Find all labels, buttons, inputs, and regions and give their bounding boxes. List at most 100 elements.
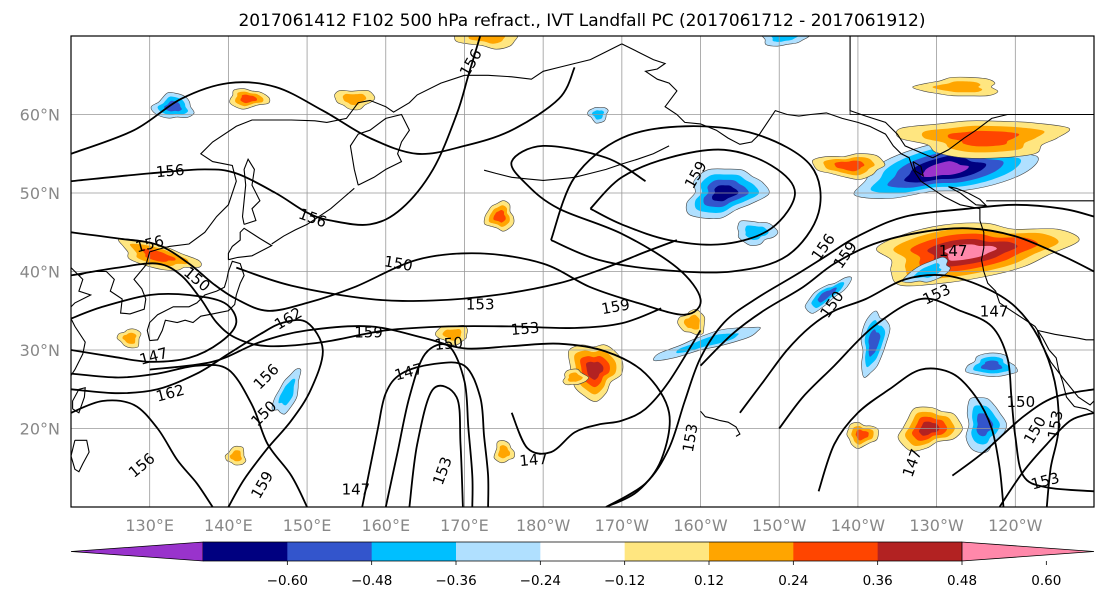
lat-tick-label: 60°N xyxy=(20,106,60,125)
lon-tick-label: 140°E xyxy=(204,516,253,535)
latitude-tick-labels: 20°N 30°N 40°N 50°N 60°N xyxy=(20,106,60,439)
shading-level xyxy=(817,287,837,303)
lon-tick-label: 180°W xyxy=(516,516,571,535)
negative-streak-northeast xyxy=(804,276,852,314)
colorbar-bin xyxy=(203,542,288,561)
contour-150-sw xyxy=(71,364,308,507)
shading-level xyxy=(834,160,865,172)
colorbar-bin xyxy=(709,542,794,561)
contour-153-se xyxy=(951,388,1094,477)
contour-147-mid-east xyxy=(510,329,702,455)
positive-anomaly-siberia xyxy=(229,88,271,110)
shading-level xyxy=(122,332,137,344)
shading-level xyxy=(947,130,1020,147)
colorbar-tick-label: 0.12 xyxy=(694,573,724,589)
colorbar-tick-label: 0.24 xyxy=(778,573,808,589)
contour-150-mid xyxy=(384,343,474,507)
negative-anomaly-gulf-of-alaska xyxy=(685,168,770,220)
positive-anomaly-gulf-east xyxy=(811,153,886,180)
lon-tick-label: 130°E xyxy=(125,516,174,535)
contour-159-east xyxy=(605,203,1094,507)
colorbar-tick-label: −0.12 xyxy=(604,573,645,589)
lat-tick-label: 40°N xyxy=(20,263,60,282)
contour-label-text: 156 xyxy=(155,161,185,181)
coastline-vancouver-island xyxy=(948,186,988,207)
shading-level xyxy=(855,429,869,441)
positive-anomaly-small-3 xyxy=(483,200,515,232)
shading-level xyxy=(745,225,769,241)
lon-tick-label: 150°E xyxy=(283,516,332,535)
contour-150-east xyxy=(739,274,1060,507)
contour-label-text: 147 xyxy=(342,481,371,499)
negative-anomaly-baja xyxy=(965,352,1018,377)
coastline-asia xyxy=(71,267,93,377)
coastline-taiwan xyxy=(72,386,86,414)
lat-tick-label: 20°N xyxy=(20,420,60,439)
shading-level xyxy=(676,333,739,354)
contour-label: 147 xyxy=(519,450,549,470)
contour-label: 153 xyxy=(679,422,702,453)
contour-label-text: 147 xyxy=(519,450,549,470)
coastline-korea xyxy=(78,43,623,315)
contour-162 xyxy=(71,319,324,507)
contour-label-text: 150 xyxy=(383,252,414,275)
contour-153-mid xyxy=(236,239,678,302)
positive-anomaly-korea xyxy=(118,238,202,271)
positive-anomaly-alaska-panhandle xyxy=(912,76,999,97)
coastline-hokkaido xyxy=(227,227,273,261)
shading-level xyxy=(442,328,462,341)
contour-label: 156 xyxy=(155,161,185,181)
coastline-haida-gwaii xyxy=(912,161,925,177)
lon-tick-label: 130°W xyxy=(909,516,964,535)
colorbar-bin xyxy=(877,542,963,561)
contour-label-text: 150 xyxy=(434,333,464,353)
contour-label: 153 xyxy=(1044,409,1067,440)
colorbar-bin xyxy=(287,542,373,561)
lon-tick-label: 160°W xyxy=(673,516,728,535)
colorbar-tick-label: −0.48 xyxy=(351,573,392,589)
contour-label: 159 xyxy=(354,324,383,342)
colorbar-tick-label: 0.60 xyxy=(1031,573,1061,589)
colorbar-bin xyxy=(793,542,879,561)
coastline-japan xyxy=(146,260,245,342)
contour-153-mid-south xyxy=(408,384,464,507)
contour-147-west xyxy=(71,292,238,363)
colorbar-tick-label: −0.24 xyxy=(520,573,561,589)
colorbar-extend-low xyxy=(70,541,204,562)
contour-label-text: 153 xyxy=(679,422,702,453)
shading-level xyxy=(567,372,583,382)
contour-159-gulf xyxy=(589,148,796,246)
positive-anomaly-marshall xyxy=(493,439,515,464)
colorbar-tick-label: −0.60 xyxy=(267,573,308,589)
contour-label-text: 153 xyxy=(1044,409,1067,440)
positive-anomaly-small-2 xyxy=(434,324,468,346)
positive-anomaly-philippine-sea xyxy=(224,445,247,466)
lon-tick-label: 170°W xyxy=(595,516,650,535)
shading-level xyxy=(770,36,799,42)
contour-label-text: 153 xyxy=(510,319,540,339)
shading-level xyxy=(498,445,511,459)
shading-level xyxy=(683,314,700,330)
positive-anomaly-east-subtropics xyxy=(897,406,963,452)
shading-level xyxy=(493,209,506,223)
positive-anomaly-china-coast xyxy=(116,328,142,349)
negative-anomaly-arctic-east xyxy=(761,36,810,47)
contour-label: 147 xyxy=(342,481,371,499)
contour-147-mid xyxy=(361,361,490,507)
colorbar-bin xyxy=(540,542,626,561)
lat-tick-label: 30°N xyxy=(20,341,60,360)
contour-label-text: 150 xyxy=(1006,393,1035,411)
coastline-kamchatka xyxy=(349,113,411,186)
negative-streak-east xyxy=(860,310,891,378)
lon-tick-label: 150°W xyxy=(752,516,807,535)
positive-anomaly-kamchatka-north xyxy=(334,89,376,111)
contour-label: 150 xyxy=(434,333,464,353)
shading-level xyxy=(921,161,969,177)
lat-tick-label: 50°N xyxy=(20,184,60,203)
shading-level xyxy=(164,100,182,112)
shading-level xyxy=(278,378,296,406)
contour-159-mid xyxy=(149,325,671,507)
lon-tick-label: 140°W xyxy=(831,516,886,535)
